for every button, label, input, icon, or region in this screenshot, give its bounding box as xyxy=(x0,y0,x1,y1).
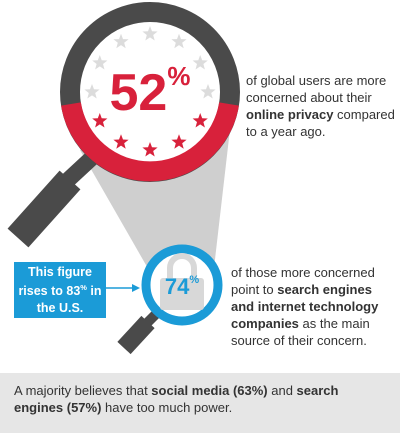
text-bold: search engines (57%) xyxy=(14,383,339,415)
text: of global users are more concerned about… xyxy=(246,73,387,105)
stat-secondary: 74% xyxy=(165,274,199,299)
padlock-shackle xyxy=(167,253,197,280)
text: of those more concerned point to xyxy=(231,265,375,297)
text: and xyxy=(267,383,297,398)
text: compared to a year ago. xyxy=(246,107,395,139)
stat-unit: % xyxy=(189,274,199,286)
callout-unit: % xyxy=(80,283,87,293)
star xyxy=(92,55,108,70)
star xyxy=(200,84,216,99)
star xyxy=(113,134,129,149)
stars xyxy=(84,26,216,157)
text: in the U.S. xyxy=(36,284,102,315)
star xyxy=(192,113,208,128)
text: as the main source of their concern. xyxy=(231,316,370,348)
text-bold: online privacy xyxy=(246,107,334,122)
callout-number: 83 xyxy=(66,284,81,299)
stat-number: 52 xyxy=(110,64,168,122)
stat-primary: 52% xyxy=(110,61,191,122)
text-secondary: of those more concerned point to search … xyxy=(231,264,396,349)
footer: A majority believes that social media (6… xyxy=(0,373,400,433)
text: have too much power. xyxy=(101,400,233,415)
star xyxy=(113,33,129,49)
stat-unit: % xyxy=(167,61,190,91)
star xyxy=(92,113,108,128)
star xyxy=(171,33,187,49)
star xyxy=(142,142,158,157)
handle xyxy=(7,170,81,248)
arrow-head xyxy=(132,284,140,292)
text-bold: social media (63%) xyxy=(151,383,268,398)
stat-number: 74 xyxy=(165,274,190,299)
star xyxy=(171,134,187,149)
text-bold: search engines and internet technology c… xyxy=(231,282,379,331)
text-primary: of global users are more concerned about… xyxy=(246,72,396,140)
text: A majority believes that xyxy=(14,383,152,398)
callout: This figure rises to 83% in the U.S. xyxy=(14,262,106,318)
lens-ring-accent xyxy=(61,102,239,182)
small-handle xyxy=(117,315,155,355)
star xyxy=(84,84,100,99)
text: This figure rises to xyxy=(18,265,92,299)
padlock-body xyxy=(160,278,204,310)
star xyxy=(192,55,208,70)
star xyxy=(142,26,158,41)
